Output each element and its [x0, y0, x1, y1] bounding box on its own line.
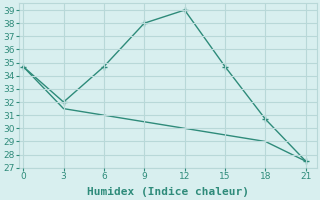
X-axis label: Humidex (Indice chaleur): Humidex (Indice chaleur): [87, 186, 249, 197]
